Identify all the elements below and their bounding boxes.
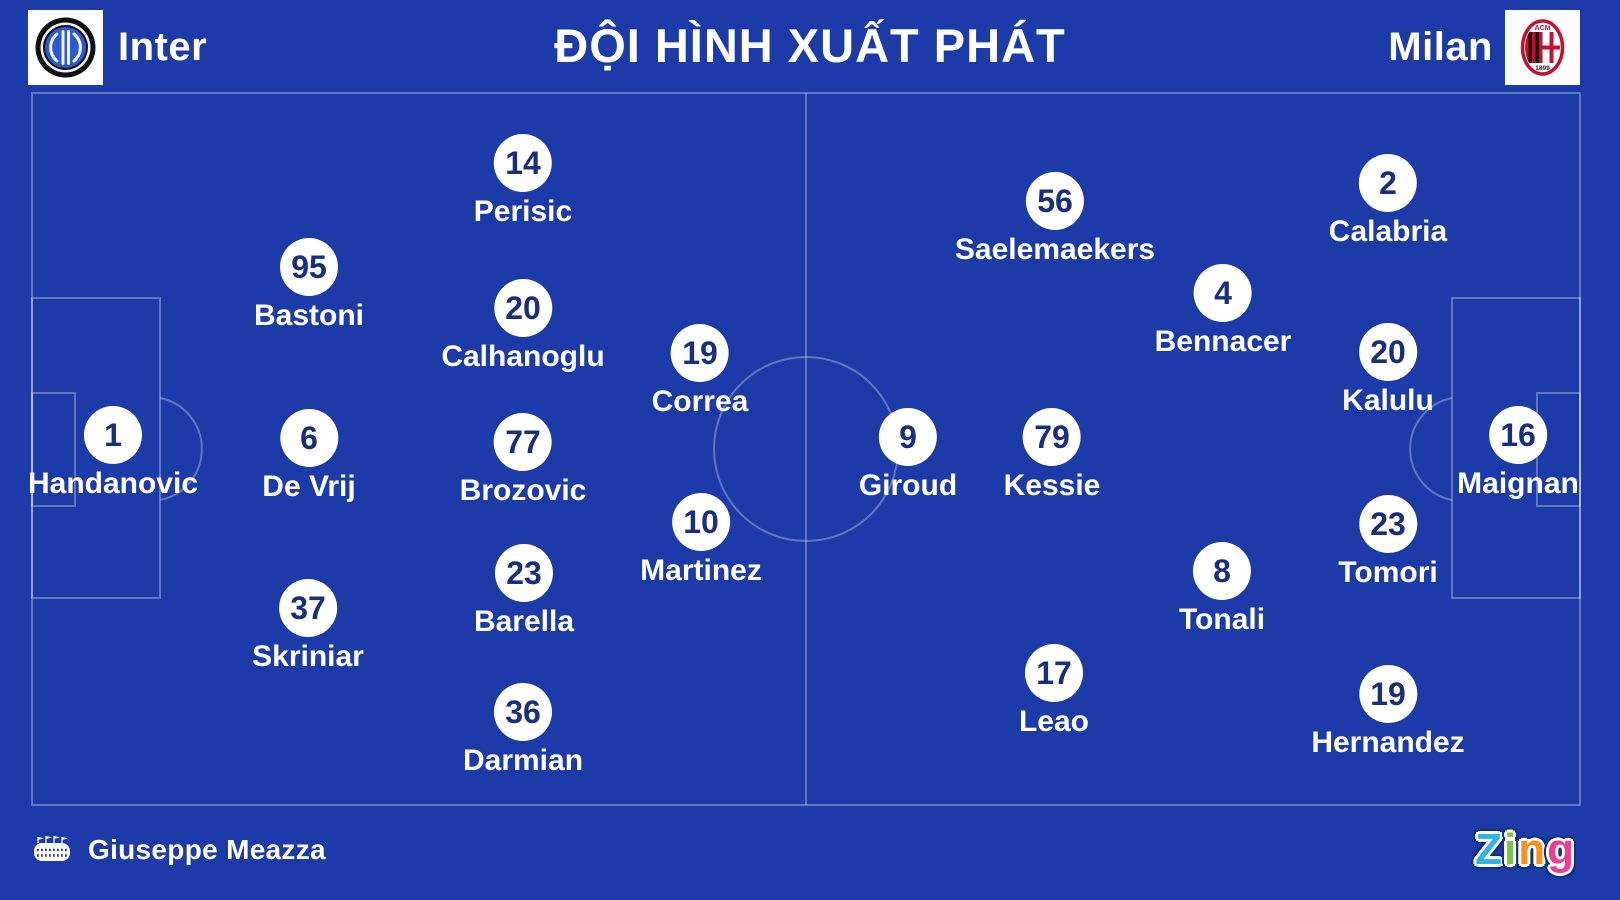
stadium-icon	[34, 836, 70, 861]
zing-letter: g	[1547, 825, 1576, 874]
player-inter-37: 37 Skriniar	[252, 579, 364, 674]
player-number-badge: 17	[1025, 644, 1083, 702]
player-milan-20: 20 Kalulu	[1342, 323, 1434, 418]
pitch-outline	[31, 92, 1581, 806]
player-number-badge: 20	[1358, 323, 1417, 381]
player-name: Kalulu	[1342, 384, 1434, 417]
inter-logo-box	[28, 10, 103, 85]
player-number-badge: 36	[493, 683, 552, 741]
player-name: Perisic	[473, 195, 573, 228]
player-name: Bennacer	[1154, 325, 1292, 358]
left-penalty-arc	[159, 397, 203, 501]
player-name: Giroud	[858, 469, 958, 502]
milan-logo-box: ACM 1899	[1505, 10, 1580, 85]
player-inter-36: 36 Darmian	[463, 683, 583, 778]
player-milan-8: 8 Tonali	[1179, 542, 1265, 637]
player-number-badge: 77	[493, 413, 552, 471]
player-name: Correa	[651, 385, 749, 418]
player-inter-77: 77 Brozovic	[459, 413, 587, 508]
milan-crest-icon: ACM 1899	[1520, 19, 1565, 76]
zing-logo: Zing	[1475, 825, 1576, 875]
player-number-badge: 95	[279, 238, 338, 296]
player-name: Tomori	[1338, 556, 1438, 589]
player-number-badge: 14	[493, 134, 552, 192]
left-penalty-box	[31, 297, 161, 599]
player-number-badge: 79	[1023, 408, 1081, 466]
player-milan-56: 56 Saelemaekers	[955, 172, 1155, 267]
player-name: Brozovic	[459, 474, 587, 507]
player-inter-23: 23 Barella	[474, 544, 574, 639]
player-name: Maignan	[1457, 467, 1579, 500]
player-number-badge: 16	[1488, 406, 1547, 464]
player-inter-95: 95 Bastoni	[254, 238, 364, 333]
player-number-badge: 23	[494, 544, 553, 602]
player-number-badge: 56	[1025, 172, 1084, 230]
player-name: Tonali	[1178, 603, 1266, 636]
player-number-badge: 2	[1358, 154, 1417, 212]
right-penalty-arc	[1409, 397, 1453, 501]
page-title: ĐỘI HÌNH XUẤT PHÁT	[554, 19, 1066, 72]
player-number-badge: 1	[83, 406, 142, 464]
player-name: Saelemaekers	[954, 233, 1156, 266]
player-number-badge: 9	[878, 408, 937, 466]
player-name: Barella	[473, 605, 575, 638]
zing-letter: i	[1503, 825, 1519, 874]
right-penalty-box	[1451, 297, 1581, 599]
player-number-badge: 37	[278, 579, 337, 637]
milan-crest-year-text: 1899	[1535, 65, 1550, 72]
player-milan-23: 23 Tomori	[1338, 495, 1438, 590]
away-team-name: Milan	[1388, 25, 1493, 69]
player-name: De Vrij	[262, 470, 356, 503]
player-milan-79: 79 Kessie	[1003, 408, 1101, 503]
player-inter-6: 6 De Vrij	[262, 409, 356, 504]
player-name: Calhanoglu	[441, 340, 605, 373]
player-milan-19: 19 Hernandez	[1311, 665, 1465, 760]
player-milan-4: 4 Bennacer	[1154, 264, 1292, 359]
zing-letter: n	[1518, 825, 1548, 874]
player-name: Bastoni	[253, 299, 365, 332]
player-milan-9: 9 Giroud	[859, 408, 957, 503]
inter-crest-icon	[35, 17, 96, 78]
player-number-badge: 4	[1193, 264, 1252, 322]
player-name: Leao	[1018, 705, 1090, 738]
player-name: Calabria	[1328, 215, 1448, 248]
player-milan-17: 17 Leao	[1019, 644, 1089, 739]
player-inter-10: 10 Martinez	[640, 493, 762, 588]
player-number-badge: 8	[1192, 542, 1251, 600]
player-inter-1: 1 Handanovic	[28, 406, 198, 501]
milan-crest-acm-text: ACM	[1535, 25, 1551, 32]
player-name: Martinez	[640, 554, 762, 587]
home-team-name: Inter	[118, 25, 208, 69]
player-inter-19: 19 Correa	[651, 324, 749, 419]
player-name: Skriniar	[252, 640, 364, 673]
player-name: Handanovic	[27, 467, 199, 500]
player-milan-2: 2 Calabria	[1329, 154, 1447, 249]
stadium-name: Giuseppe Meazza	[88, 834, 326, 865]
player-number-badge: 10	[672, 493, 730, 551]
player-number-badge: 20	[494, 279, 552, 337]
player-name: Darmian	[462, 744, 584, 777]
player-name: Kessie	[1003, 469, 1101, 502]
player-number-badge: 23	[1359, 495, 1417, 553]
left-goal-box	[31, 392, 76, 507]
player-name: Hernandez	[1311, 726, 1465, 759]
player-inter-20: 20 Calhanoglu	[441, 279, 605, 374]
player-number-badge: 19	[671, 324, 729, 382]
player-number-badge: 19	[1359, 665, 1417, 723]
player-milan-16: 16 Maignan	[1457, 406, 1579, 501]
player-number-badge: 6	[279, 409, 338, 467]
player-inter-14: 14 Perisic	[474, 134, 572, 229]
zing-letter: Z	[1475, 825, 1504, 874]
